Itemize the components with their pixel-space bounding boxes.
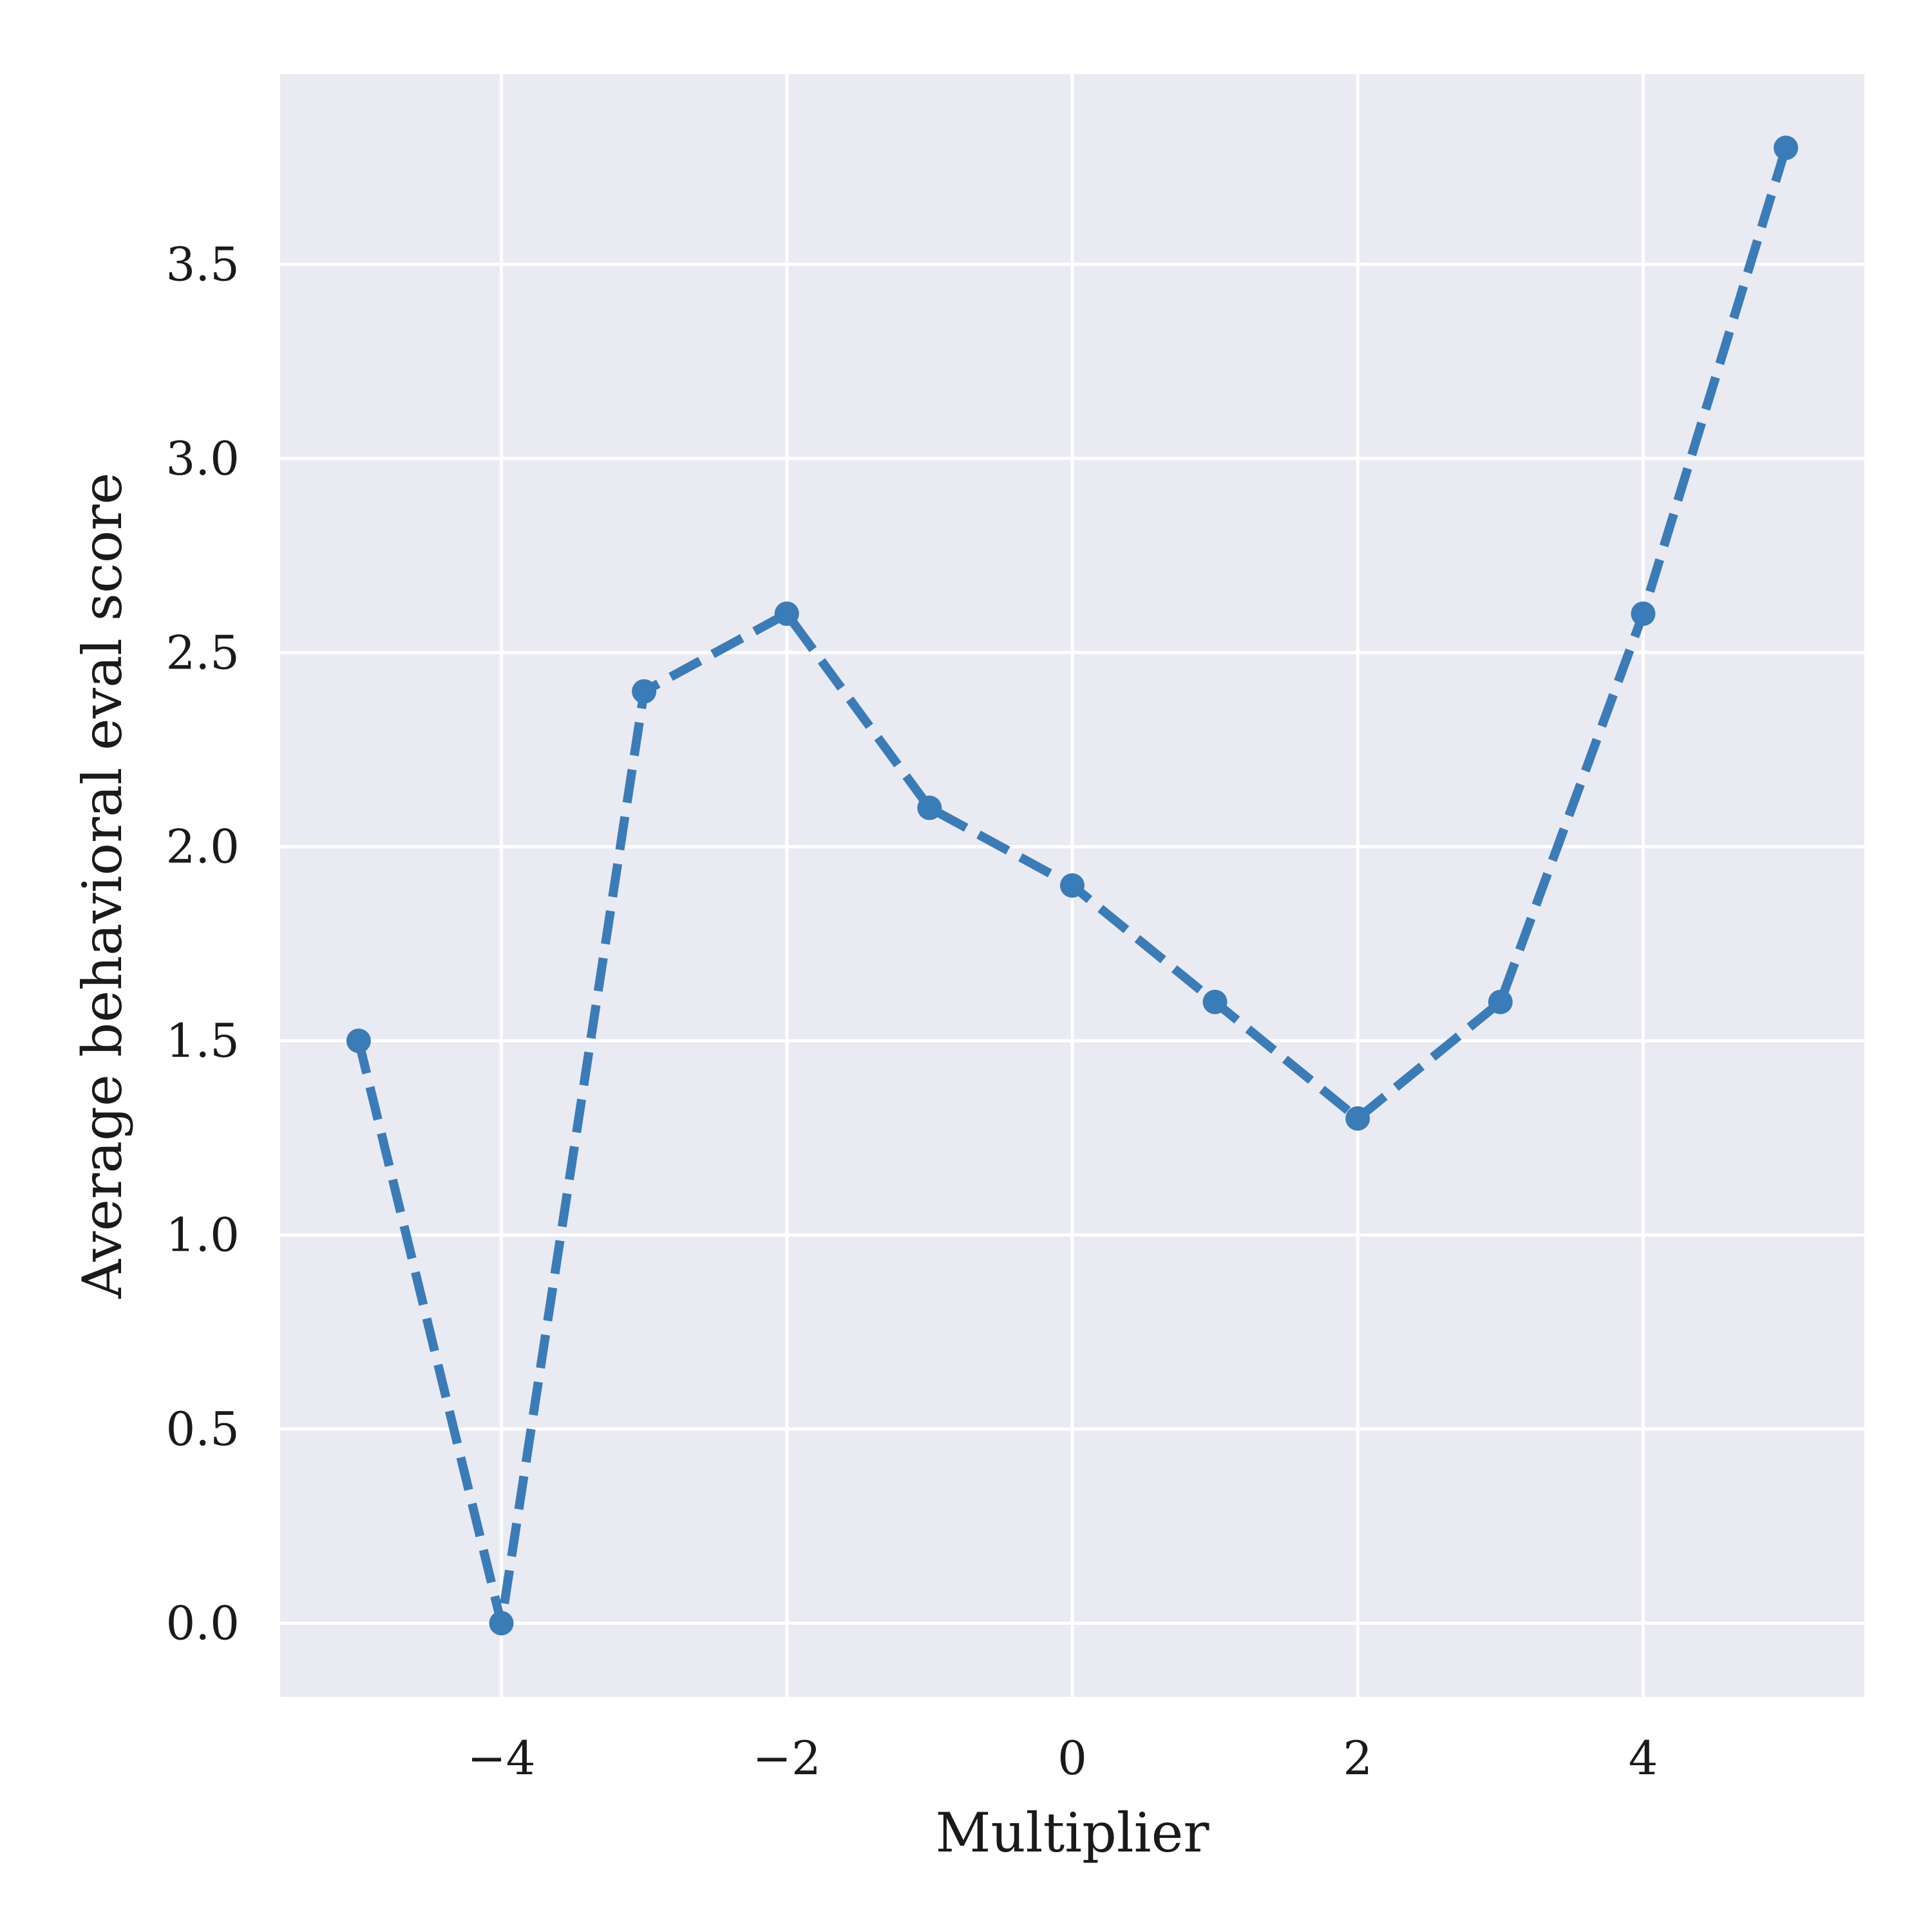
y-tick-label: 1.5 (166, 1014, 240, 1068)
y-tick-label: 0.5 (166, 1402, 240, 1456)
data-point (1631, 601, 1656, 626)
data-point (917, 795, 942, 820)
x-tick-label: 4 (1629, 1731, 1658, 1785)
y-tick-label: 1.0 (166, 1208, 240, 1262)
data-point (1345, 1106, 1370, 1131)
x-tick-label: −2 (753, 1731, 821, 1785)
data-point (1774, 135, 1799, 160)
y-tick-label: 2.5 (166, 625, 240, 679)
data-point (1060, 873, 1084, 898)
y-tick-label: 2.0 (166, 820, 240, 874)
y-axis-ticks: 0.0 0.5 1.0 1.5 2.0 2.5 3.0 3.5 (166, 237, 240, 1650)
y-tick-label: 3.0 (166, 431, 240, 486)
data-point (346, 1028, 371, 1054)
x-axis-ticks: −4 −2 0 2 4 (467, 1731, 1658, 1785)
data-point (774, 601, 799, 626)
y-tick-label: 0.0 (166, 1596, 240, 1650)
data-point (1488, 989, 1513, 1014)
y-tick-label: 3.5 (166, 237, 240, 291)
x-tick-label: 0 (1057, 1731, 1087, 1785)
x-tick-label: 2 (1343, 1731, 1372, 1785)
y-axis-label: Average behavioral eval score (71, 473, 134, 1300)
x-tick-label: −4 (467, 1731, 535, 1785)
data-point (1202, 989, 1227, 1014)
series-layer (346, 135, 1799, 1636)
x-axis-label: Multiplier (936, 1801, 1210, 1864)
data-point (489, 1611, 514, 1636)
data-point (632, 679, 657, 704)
